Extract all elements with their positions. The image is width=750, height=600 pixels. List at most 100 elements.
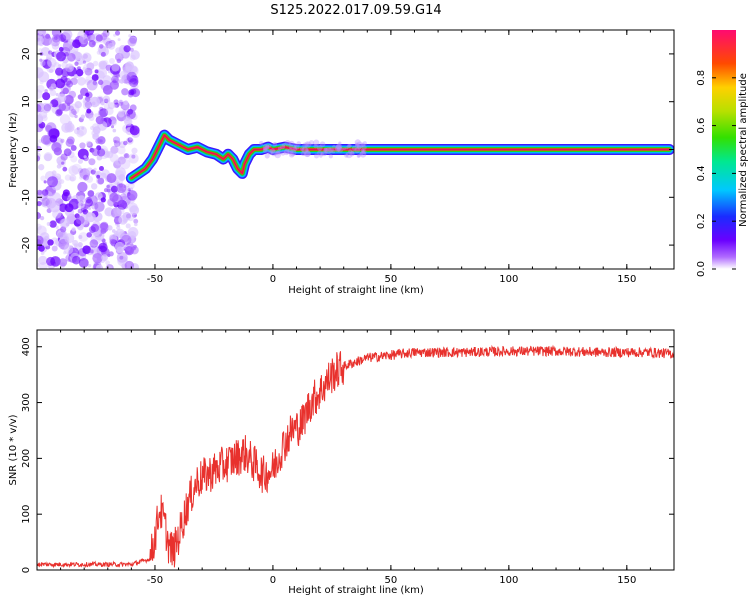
colorbar-gradient <box>712 30 736 269</box>
colorbar-label: Normalized spectral amplitude <box>738 73 749 227</box>
spectrogram-noise-cell <box>125 186 130 191</box>
spectrogram-noise-cell <box>128 80 132 85</box>
spectrogram-noise-cell <box>62 30 73 40</box>
spectrogram-noise-cell <box>129 78 139 88</box>
spectrogram-noise-cell <box>59 218 70 229</box>
spectrogram-noise-cell <box>64 122 75 133</box>
spectrogram-noise-cell <box>65 138 74 148</box>
spectrogram-halo-cell <box>361 144 367 150</box>
snr-trace <box>37 344 674 569</box>
spectrogram-halo-cell <box>263 147 267 151</box>
spectrogram-noise-cell <box>112 77 120 86</box>
spectrogram-noise-cell <box>37 115 43 125</box>
spectrogram-noise-cell <box>107 225 113 231</box>
spectrogram-halo-cell <box>292 146 298 152</box>
spectrogram-noise-cell <box>37 89 43 99</box>
spectrogram-noise-cell <box>129 137 133 141</box>
spectrogram-noise-cell <box>82 245 91 254</box>
spectrogram-noise-cell <box>43 103 52 112</box>
spectrogram-halo-cell <box>296 141 301 146</box>
spectrogram-noise-cell <box>84 30 95 36</box>
spectrogram-noise-cell <box>47 239 54 246</box>
spectrogram-noise-cell <box>75 215 85 225</box>
spectrogram-noise-cell <box>92 133 99 140</box>
spectrogram-noise-cell <box>39 60 46 67</box>
spectrogram-noise-cell <box>89 249 94 254</box>
spectrogram-noise-cell <box>92 80 99 87</box>
spectrogram-noise-cell <box>111 120 117 126</box>
spectrogram-noise-cell <box>85 92 90 97</box>
spectrogram-noise-cell <box>58 258 68 267</box>
spectrogram-halo-cell <box>335 144 342 152</box>
spectrogram-halo-cell <box>277 146 282 151</box>
spectrogram-noise-cell <box>76 125 87 136</box>
spectrogram-noise-cell <box>113 140 121 147</box>
spectrogram-halo-cell <box>294 144 300 150</box>
snr-x-tick-label: 0 <box>270 575 276 586</box>
spectrogram-noise-cell <box>37 212 41 220</box>
spectrogram-halo-cell <box>265 144 270 149</box>
spectrogram-noise-cell <box>103 151 111 158</box>
spectrogram-noise-cell <box>91 148 100 157</box>
spectrogram-halo-cell <box>313 143 318 149</box>
spectrogram-noise-cell <box>77 208 83 214</box>
spectrogram-noise-cell <box>37 190 48 201</box>
spectrogram-noise-cell <box>118 141 126 149</box>
spectrogram-noise-cell <box>127 108 134 115</box>
spectrogram-noise-cell <box>128 202 138 213</box>
spectrogram-noise-cell <box>120 195 131 207</box>
spectrogram-noise-cell <box>98 44 104 49</box>
spectrogram-noise-cell <box>84 79 91 85</box>
spectrogram-noise-cell <box>52 209 62 219</box>
spectrogram-halo-cell <box>316 144 323 151</box>
spectrogram-noise-cell <box>38 71 50 83</box>
spectrogram-halo-cell <box>359 151 364 156</box>
spectrogram-noise-cell <box>113 160 122 169</box>
snr-x-tick-label: 100 <box>499 575 518 586</box>
spectrogram-noise-cell <box>64 203 74 213</box>
spectrogram-noise-cell <box>87 263 92 268</box>
spectrogram-noise-cell <box>43 180 47 184</box>
spectrogram-noise-cell <box>77 195 86 204</box>
spectrogram-noise-cell <box>58 46 64 52</box>
spectrogram-halo-cell <box>317 150 323 156</box>
spectrogram-noise-cell <box>70 155 78 163</box>
spectrogram-noise-cell <box>110 207 122 219</box>
spectrogram-halo-cell <box>267 149 273 155</box>
spectrogram-noise-cell <box>37 104 42 113</box>
spectrogram-ticks: -50 0 50 100 150 -20 -10 0 10 20 <box>21 30 675 285</box>
spectrogram-halo-cell <box>360 148 365 153</box>
spectrogram-noise-cell <box>125 213 131 219</box>
spectrogram-noise-cell <box>123 100 129 106</box>
spectrogram-noise-cell <box>61 62 68 69</box>
spectrogram-noise-cell <box>81 52 92 63</box>
spectrogram-noise-cell <box>129 54 136 61</box>
colorbar-ticks: 0.0 0.2 0.4 0.6 0.8 <box>696 70 736 277</box>
spectrogram-noise-cell <box>83 155 87 159</box>
colorbar-tick-label: 0.6 <box>696 118 707 134</box>
spectrogram-noise-cell <box>93 167 97 171</box>
spectrogram-noise-cell <box>107 102 116 110</box>
spectrogram-halo-cell <box>272 141 278 147</box>
spectrogram-noise-cell <box>37 155 41 162</box>
spectrogram-noise-cell <box>71 255 81 265</box>
spectrogram-noise-cell <box>107 265 113 269</box>
spectrogram-noise-cell <box>119 78 125 84</box>
spectrogram-halo-cell <box>284 148 290 155</box>
spectrogram-noise-cell <box>117 38 121 42</box>
spectrogram-noise-cell <box>88 207 92 211</box>
spectrogram-halo-cell <box>335 143 343 150</box>
spectrogram-halo-cell <box>300 151 306 157</box>
spectrogram-noise-cell <box>98 242 108 253</box>
spectrogram-noise-cell <box>109 58 115 64</box>
spectrogram-noise-cell <box>116 223 120 228</box>
snr-y-tick-label: 100 <box>21 505 32 524</box>
spectrogram-halo-cell <box>323 147 329 154</box>
spectrogram-noise-cell <box>38 31 43 35</box>
spectrogram-noise-cell <box>66 196 72 202</box>
spectrogram-noise-cell <box>97 148 106 157</box>
spectrogram-noise-cell <box>123 140 128 146</box>
colorbar-tick-label: 0.0 <box>696 261 707 277</box>
spectrogram-noise-cell <box>97 177 105 185</box>
